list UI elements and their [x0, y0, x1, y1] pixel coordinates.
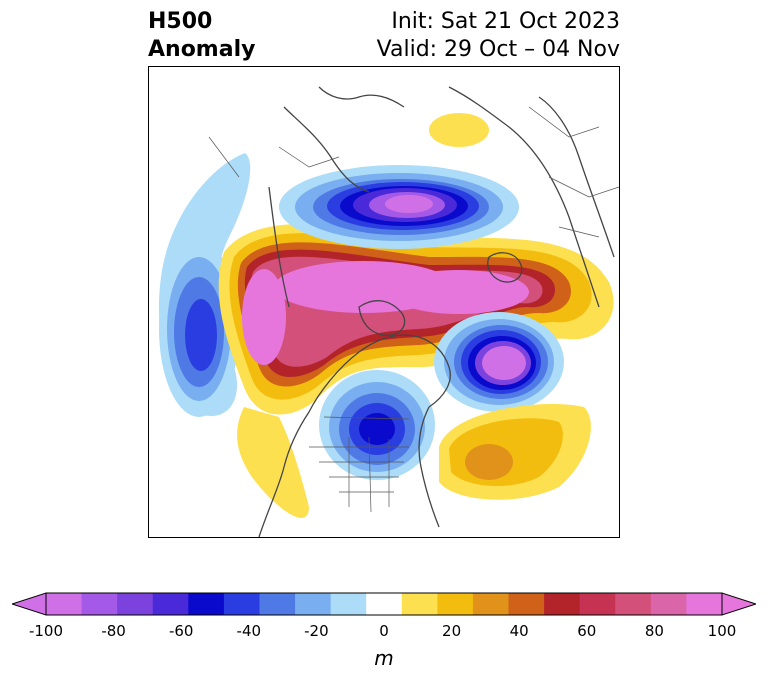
colorbar-min-extension	[12, 592, 47, 616]
colorbar-cell	[259, 593, 296, 615]
init-date: Init: Sat 21 Oct 2023	[391, 9, 620, 34]
colorbar-cell	[615, 593, 652, 615]
colorbar-max-extension	[721, 592, 756, 616]
colorbar-tick-label: 100	[707, 622, 737, 640]
positive-anomaly-ridge	[218, 223, 614, 415]
positive-anomaly-siberia	[429, 113, 489, 147]
negative-anomaly-eastern-na	[319, 370, 435, 480]
chart-title-left: H500 Anomaly	[148, 8, 255, 64]
colorbar-tick-label: -80	[101, 622, 126, 640]
colorbar-cell	[223, 593, 260, 615]
colorbar-tick-label: -100	[28, 622, 64, 640]
colorbar-cell	[508, 593, 545, 615]
colorbar-tick-label: 20	[442, 622, 462, 640]
colorbar-cell	[686, 593, 723, 615]
field-name: H500	[148, 9, 213, 34]
positive-anomaly-atlantic	[439, 403, 591, 500]
field-kind: Anomaly	[148, 37, 256, 62]
negative-anomaly-polar	[279, 165, 519, 249]
colorbar-cell	[188, 593, 225, 615]
colorbar-cell	[366, 593, 403, 615]
colorbar-cell	[472, 593, 510, 615]
colorbar-outline	[45, 592, 723, 616]
colorbar-ticks: -100 -80 -60 -40 -20 0 20 40 60 80 100	[0, 622, 768, 642]
colorbar-tick-label: 60	[577, 622, 597, 640]
colorbar-tick-label: 80	[644, 622, 664, 640]
chart-title-right: Init: Sat 21 Oct 2023 Valid: 29 Oct – 04…	[377, 8, 620, 64]
colorbar-cell	[117, 593, 154, 615]
colorbar-unit: m	[374, 646, 394, 670]
colorbar-cell	[579, 593, 616, 615]
colorbar-tick-label: -20	[304, 622, 329, 640]
colorbar-cell	[650, 593, 687, 615]
colorbar-cell	[401, 593, 438, 615]
colorbar-tick-label: -40	[236, 622, 262, 640]
colorbar-tick-label: 40	[509, 622, 529, 640]
colorbar-cell	[544, 593, 581, 615]
colorbar	[12, 592, 756, 616]
colorbar-cell	[437, 593, 474, 615]
colorbar-tick-label: 0	[379, 622, 389, 640]
anomaly-map	[148, 66, 620, 538]
anomaly-map-svg	[158, 86, 619, 537]
negative-anomaly-north-atlantic	[434, 312, 564, 412]
valid-range: Valid: 29 Oct – 04 Nov	[376, 37, 620, 62]
political-borders	[208, 106, 619, 513]
colorbar-cell	[46, 593, 83, 615]
colorbar-cell	[330, 593, 367, 615]
colorbar-tick-label: -60	[168, 622, 194, 640]
coastlines	[258, 86, 615, 537]
colorbar-cell	[295, 593, 332, 615]
colorbar-cell	[81, 593, 118, 615]
colorbar-cell	[152, 593, 189, 615]
positive-anomaly-west-coast	[237, 407, 309, 518]
